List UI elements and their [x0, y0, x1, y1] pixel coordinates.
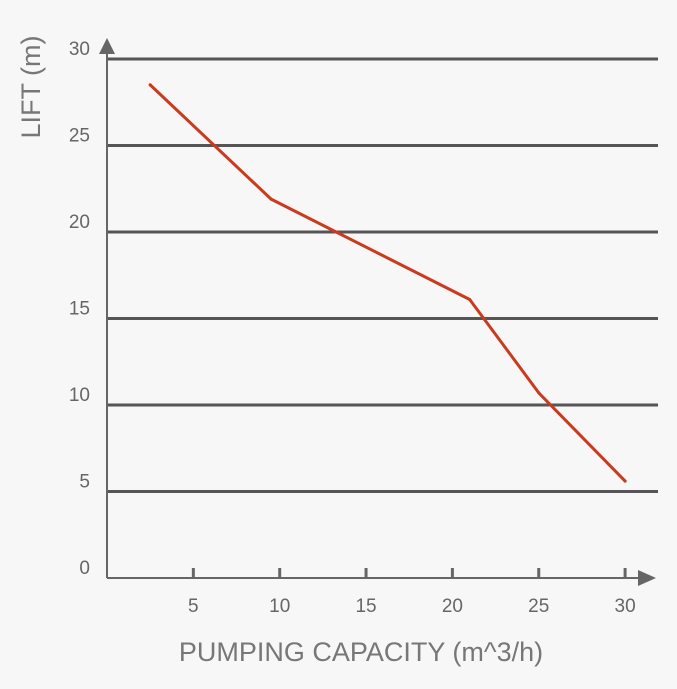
x-axis-arrow-icon — [638, 570, 656, 586]
y-tick-label-5: 5 — [79, 472, 90, 493]
gridlines — [107, 57, 658, 493]
y-tick-label-25: 25 — [69, 126, 90, 147]
axes — [99, 38, 656, 586]
x-tick-label-5: 5 — [188, 596, 199, 617]
y-tick-label-15: 15 — [69, 299, 90, 320]
x-tick-label-15: 15 — [355, 596, 376, 617]
series-point-0-1 — [269, 197, 273, 201]
y-tick-label-10: 10 — [69, 385, 90, 406]
x-tick-label-10: 10 — [269, 596, 290, 617]
x-tick-label-30: 30 — [615, 596, 636, 617]
y-tick-label-20: 20 — [69, 212, 90, 233]
y-axis-title: LIFT (m) — [16, 36, 46, 139]
x-tick-label-20: 20 — [442, 596, 463, 617]
series-point-0-0 — [148, 83, 152, 87]
x-tick-label-25: 25 — [528, 596, 549, 617]
series-point-0-4 — [623, 479, 627, 483]
series-layer — [148, 83, 627, 483]
tick-labels: 5 10 15 20 25 30 0 5 10 15 20 25 30 — [69, 39, 636, 617]
series-point-0-2 — [468, 298, 472, 301]
x-axis-title: PUMPING CAPACITY (m^3/h) — [179, 637, 543, 667]
series-point-0-3 — [537, 391, 541, 395]
y-axis-arrow-icon — [99, 38, 115, 54]
y-tick-label-0: 0 — [79, 558, 90, 579]
y-tick-label-30: 30 — [69, 39, 90, 60]
tick-marks — [191, 568, 627, 578]
